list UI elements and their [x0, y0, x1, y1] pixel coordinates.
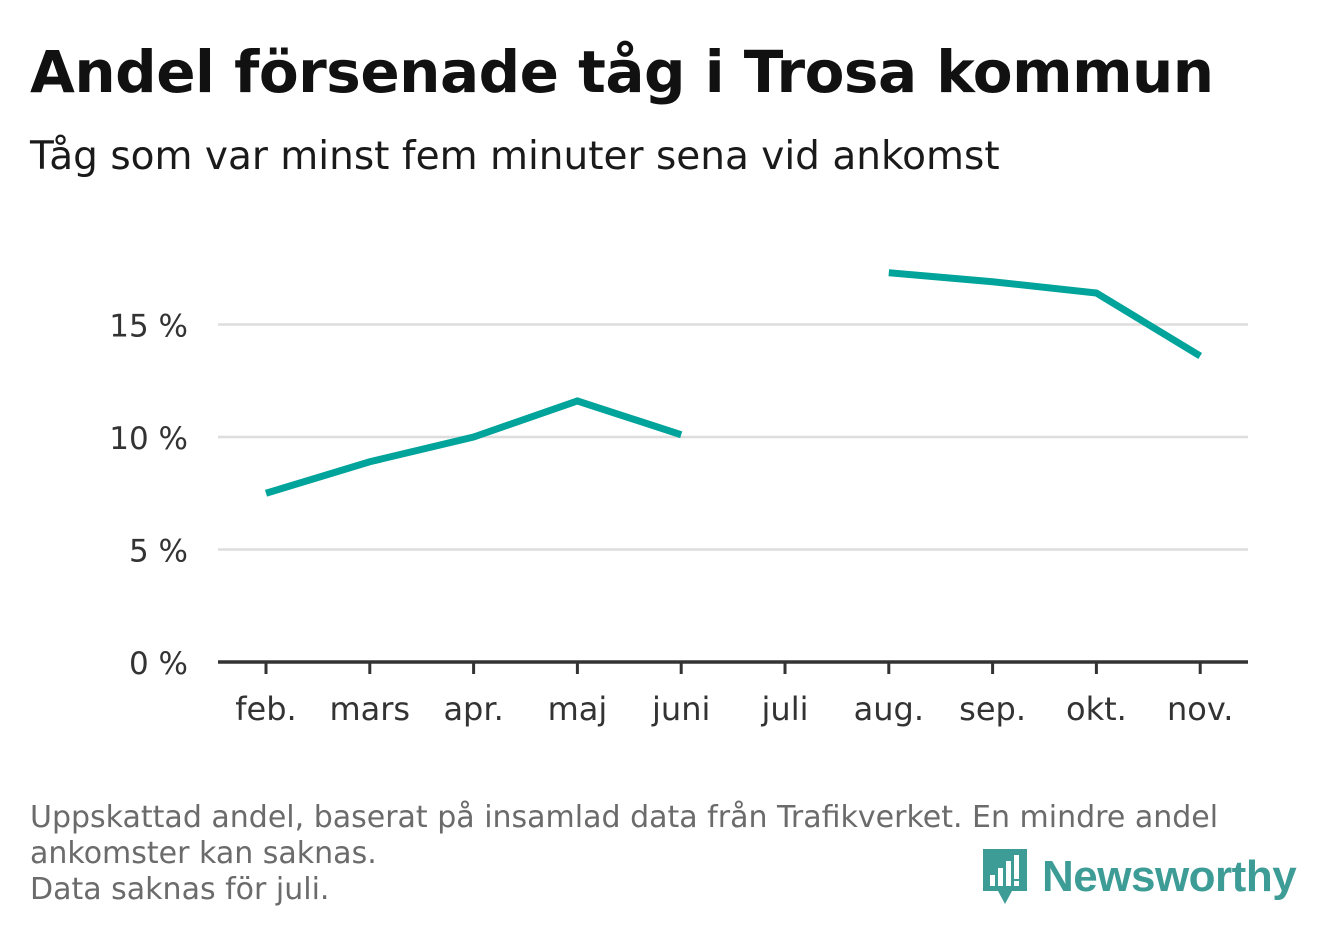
x-tick-label: sep. [959, 690, 1026, 728]
footnote-line-2: ankomster kan saknas. [30, 836, 377, 871]
footnote-line-3: Data saknas för juli. [30, 872, 330, 907]
x-tick-label: maj [548, 690, 608, 728]
x-tick-label: aug. [854, 690, 924, 728]
x-tick-label: juli [761, 690, 809, 728]
series-line [264, 397, 683, 497]
footnote: Uppskattad andel, baserat på insamlad da… [30, 800, 1280, 908]
y-tick-label: 15 % [109, 309, 188, 345]
x-tick-label: feb. [235, 690, 296, 728]
logo-text: Newsworthy [1042, 852, 1297, 901]
chart-subtitle: Tåg som var minst fem minuter sena vid a… [30, 134, 1000, 179]
series-line [888, 269, 1203, 359]
y-tick-label: 0 % [129, 646, 188, 682]
x-tick-label: nov. [1167, 690, 1233, 728]
x-tick-label: okt. [1066, 690, 1127, 728]
series-lines [264, 269, 1203, 497]
x-tick-label: juni [651, 690, 710, 728]
x-tick-label: apr. [443, 690, 503, 728]
line-chart: 0 % 5 % 10 % 15 % feb. mars apr. maj juni juli au… [109, 269, 1248, 728]
grid-lines [218, 323, 1248, 551]
x-tick-label: mars [329, 690, 410, 728]
footnote-line-1: Uppskattad andel, baserat på insamlad da… [30, 800, 1219, 835]
y-tick-label: 10 % [109, 421, 188, 457]
y-axis-ticks: 0 % 5 % 10 % 15 % [109, 309, 188, 683]
newsworthy-logo: Newsworthy [980, 846, 1297, 908]
bar-chart-bubble-icon [983, 849, 1027, 904]
x-axis: feb. mars apr. maj juni juli aug. sep. okt. nov. [218, 660, 1248, 728]
chart-title: Andel försenade tåg i Trosa kommun [30, 38, 1214, 106]
y-tick-label: 5 % [129, 534, 188, 570]
